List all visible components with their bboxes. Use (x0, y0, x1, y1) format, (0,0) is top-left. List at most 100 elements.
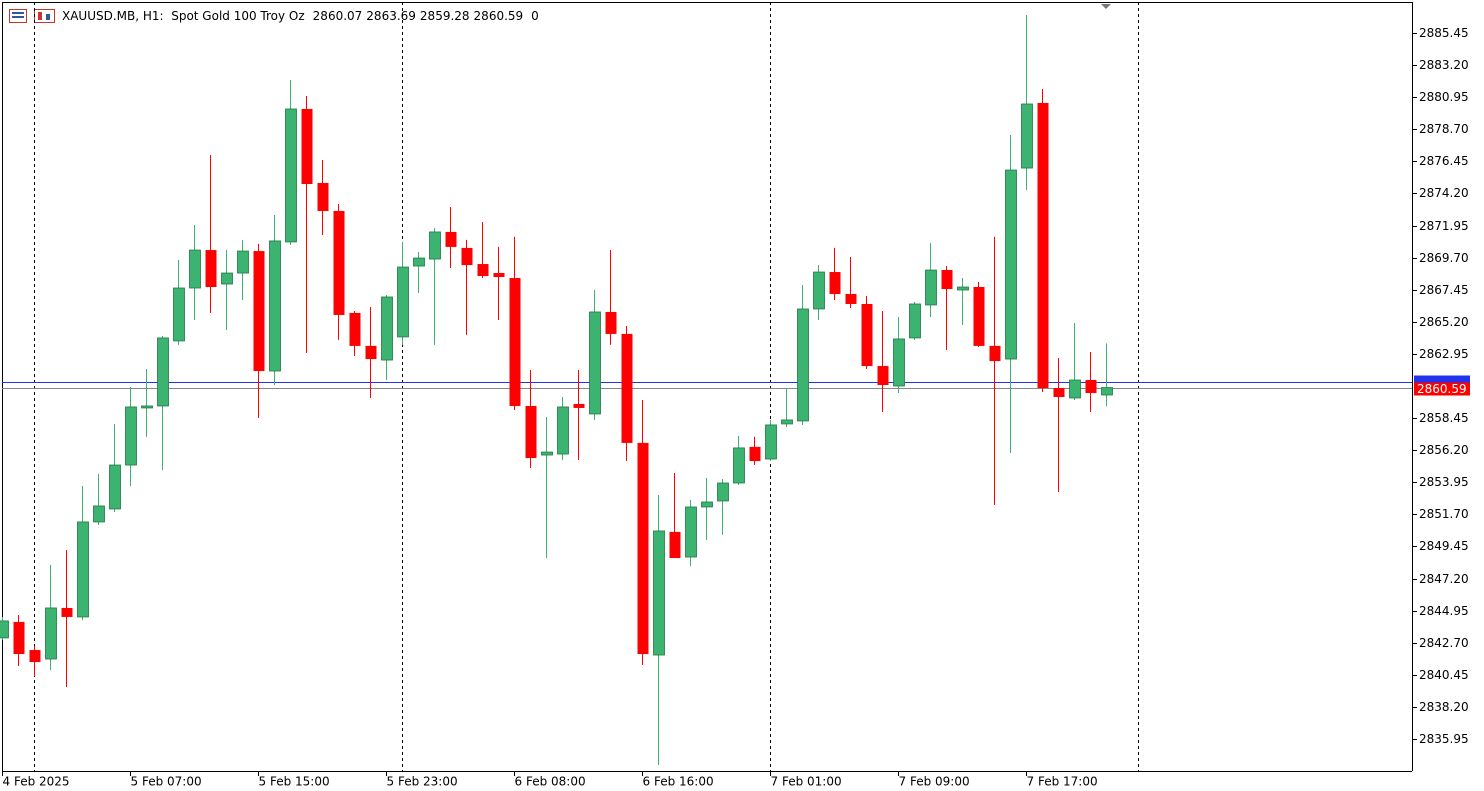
candle-body (669, 531, 681, 559)
candle-body (493, 273, 505, 278)
y-tick-label: 2847.20 (1419, 572, 1469, 586)
y-tick-label: 2853.95 (1419, 475, 1469, 489)
candle-body (461, 247, 473, 266)
symbol-title: XAUUSD.MB, H1: Spot Gold 100 Troy Oz (62, 9, 305, 23)
candle-body (45, 607, 57, 660)
candle-body (365, 345, 377, 360)
candle-body (605, 311, 617, 334)
icon-bar (46, 14, 50, 20)
candle-body (925, 269, 937, 306)
candle-body (989, 345, 1001, 362)
candle-body (109, 464, 121, 510)
candle-body (541, 451, 553, 456)
candle-body (909, 303, 921, 339)
candle-body (877, 366, 889, 386)
y-tick-label: 2844.95 (1419, 604, 1469, 618)
x-tick-label: 6 Feb 08:00 (515, 775, 586, 789)
header-icons (9, 9, 55, 23)
y-tick-label: 2876.45 (1419, 154, 1469, 168)
candle-body (413, 257, 425, 267)
y-tick-label: 2878.70 (1419, 122, 1469, 136)
candle-body (381, 296, 393, 361)
bid-tag-label: 2860.59 (1417, 382, 1467, 396)
candle-body (1085, 380, 1097, 393)
x-tick-label: 7 Feb 01:00 (771, 775, 842, 789)
candle-body (477, 264, 489, 277)
y-tick-label: 2874.20 (1419, 186, 1469, 200)
candle-body (829, 272, 841, 294)
candle-body (653, 530, 665, 656)
candle-body (77, 521, 89, 618)
header-text: XAUUSD.MB, H1: Spot Gold 100 Troy Oz 2860… (62, 9, 539, 23)
y-tick-label: 2862.95 (1419, 347, 1469, 361)
y-tick-label: 2871.95 (1419, 219, 1469, 233)
candle-body (525, 405, 537, 459)
candle-body (429, 231, 441, 260)
icon-chart[interactable] (34, 9, 55, 23)
candle-body (157, 337, 169, 407)
y-tick-label: 2851.70 (1419, 507, 1469, 521)
candle-body (781, 419, 793, 425)
candle-body (893, 338, 905, 387)
y-tick-label: 2856.20 (1419, 443, 1469, 457)
candle-body (0, 620, 9, 639)
candle-body (221, 272, 233, 285)
candle-body (845, 293, 857, 304)
candle-body (445, 231, 457, 247)
candle-body (941, 270, 953, 290)
y-tick-label: 2869.70 (1419, 251, 1469, 265)
candle-body (317, 183, 329, 211)
candle-body (173, 287, 185, 342)
candle-body (13, 621, 25, 655)
candle-body (61, 607, 73, 617)
candle-body (621, 333, 633, 443)
candle-body (1101, 387, 1113, 396)
candle-body (701, 501, 713, 508)
header-high: 2863.69 (366, 9, 416, 23)
candle-body (573, 403, 585, 408)
y-tick-label: 2867.45 (1419, 283, 1469, 297)
candle-body (957, 286, 969, 291)
x-tick-label: 5 Feb 07:00 (131, 775, 202, 789)
candle-body (1021, 103, 1033, 169)
shift-marker[interactable] (1101, 4, 1111, 9)
header-open: 2860.07 (313, 9, 363, 23)
candle-body (589, 311, 601, 415)
candle-body (189, 249, 201, 289)
y-tick-label: 2840.45 (1419, 668, 1469, 682)
candle-body (717, 482, 729, 502)
candle-body (733, 447, 745, 484)
candle-body (253, 251, 265, 372)
x-tick-label: 5 Feb 15:00 (259, 775, 330, 789)
header-low: 2859.28 (420, 9, 470, 23)
candle-body (749, 446, 761, 462)
candle-body (333, 210, 345, 315)
candle-body (973, 287, 985, 346)
y-tick-label: 2883.20 (1419, 58, 1469, 72)
candle-body (141, 405, 153, 409)
candle-body (861, 303, 873, 367)
candle-body (1005, 169, 1017, 360)
candle-body (269, 240, 281, 372)
y-tick-label: 2858.45 (1419, 411, 1469, 425)
y-tick-label: 2849.45 (1419, 539, 1469, 553)
candle-body (125, 406, 137, 466)
candle-body (557, 406, 569, 455)
y-tick-label: 2885.45 (1419, 26, 1469, 40)
candle-body (349, 312, 361, 346)
x-tick-label: 7 Feb 09:00 (899, 775, 970, 789)
candle-body (509, 278, 521, 406)
candle-body (797, 308, 809, 422)
candle-body (637, 442, 649, 655)
candle-body (685, 506, 697, 558)
y-tick-label: 2835.95 (1419, 732, 1469, 746)
candle-body (285, 108, 297, 243)
y-tick-label: 2865.20 (1419, 315, 1469, 329)
candle-body (93, 505, 105, 523)
y-tick-label: 2880.95 (1419, 90, 1469, 104)
candle-body (1037, 102, 1049, 388)
x-tick-label: 6 Feb 16:00 (643, 775, 714, 789)
